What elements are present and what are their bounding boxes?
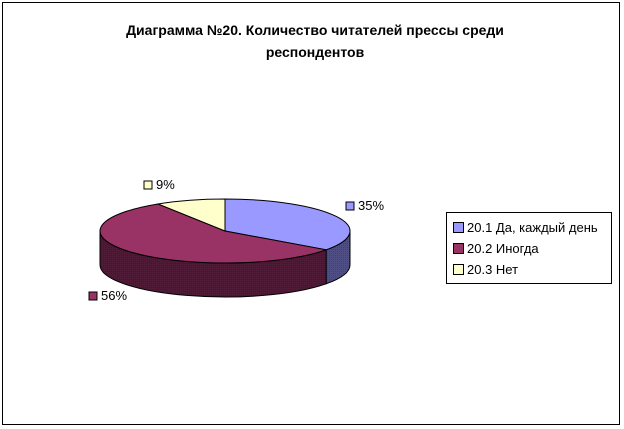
data-label-key-no xyxy=(143,180,153,190)
data-label-key-yes-daily xyxy=(345,201,355,211)
legend-label-no: 20.3 Нет xyxy=(467,262,519,277)
pie-side-texture-yes-daily xyxy=(326,231,350,284)
legend-item-sometimes: 20.2 Иногда xyxy=(453,240,539,258)
chart-title-line-2: респондентов xyxy=(265,44,365,60)
data-label-key-sometimes xyxy=(88,291,98,301)
pie-slice-no xyxy=(156,198,226,232)
legend-item-no: 20.3 Нет xyxy=(453,261,518,279)
pie-side-texture-sometimes xyxy=(100,231,327,298)
chart-area: Диаграмма №20. Количество читателей прес… xyxy=(2,2,620,425)
pie-slice-sometimes xyxy=(99,203,329,264)
data-label-no: 9% xyxy=(156,177,175,192)
legend-label-yes-daily: 20.1 Да, каждый день xyxy=(467,220,598,235)
legend: 20.1 Да, каждый день 20.2 Иногда 20.3 Не… xyxy=(446,212,612,284)
legend-swatch-yes-daily xyxy=(453,222,464,234)
legend-swatch-no xyxy=(453,264,464,276)
data-label-yes-daily: 35% xyxy=(358,198,384,213)
legend-label-sometimes: 20.2 Иногда xyxy=(467,241,539,256)
pie-plot: 35% 56% 9% xyxy=(88,177,384,303)
chart-title: Диаграмма №20. Количество читателей прес… xyxy=(63,19,567,63)
data-label-sometimes: 56% xyxy=(101,288,127,303)
pie-slice-yes-daily xyxy=(224,198,351,251)
legend-item-yes-daily: 20.1 Да, каждый день xyxy=(453,219,598,237)
chart-title-line-1: Диаграмма №20. Количество читателей прес… xyxy=(126,22,504,38)
legend-swatch-sometimes xyxy=(453,243,464,255)
